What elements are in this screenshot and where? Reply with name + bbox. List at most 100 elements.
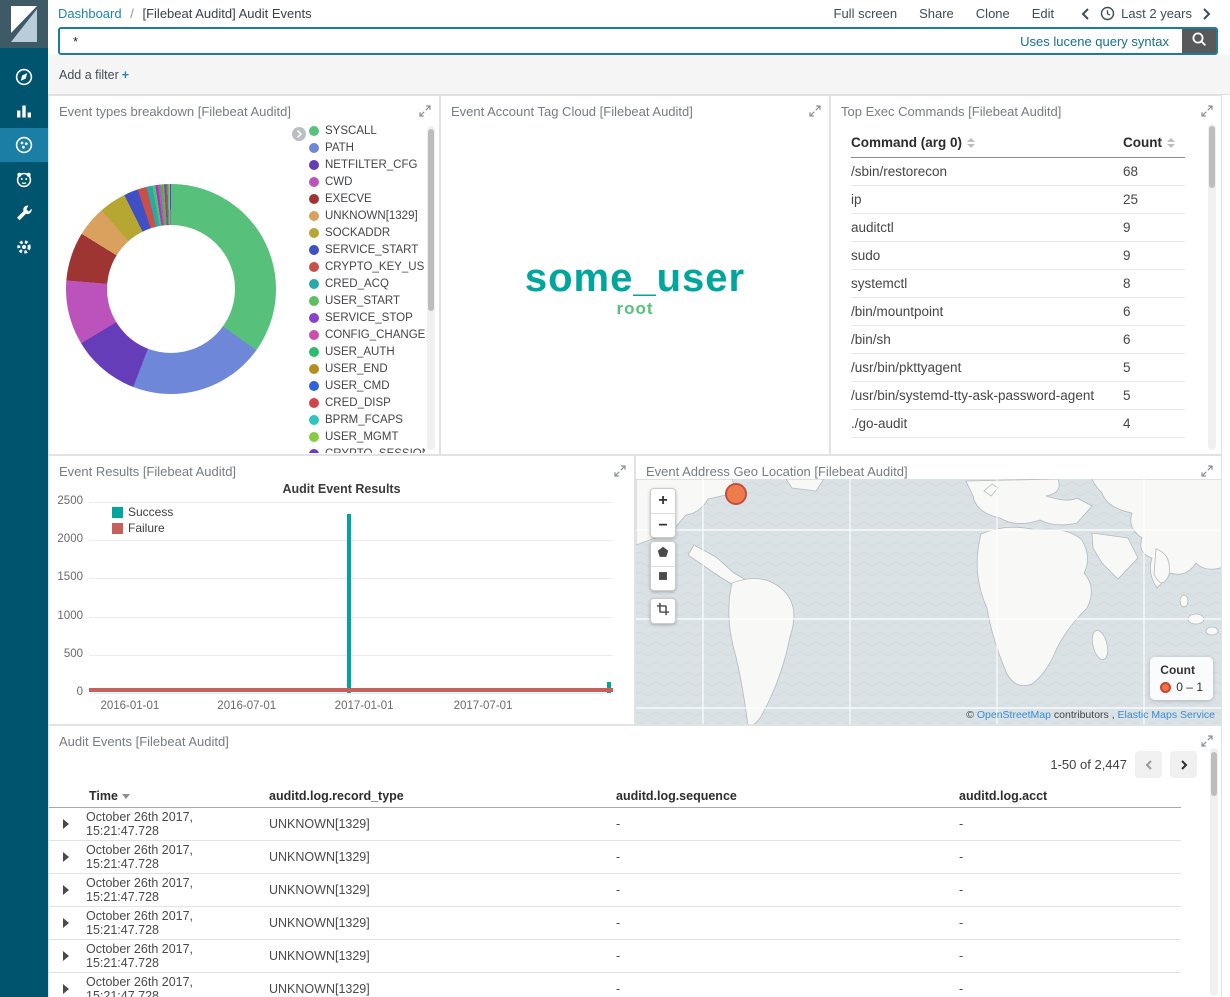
table-row[interactable]: October 26th 2017, 15:21:47.728UNKNOWN[1… [49,940,1181,973]
table-row[interactable]: /sbin/restorecon68 [851,158,1185,186]
expand-row-icon[interactable] [63,918,69,928]
legend-item[interactable]: CRED_DISP [309,394,425,411]
time-forward-button[interactable] [1198,7,1216,21]
sidebar-item-discover[interactable] [0,60,48,94]
tag-root[interactable]: root [441,299,829,319]
legend-item[interactable]: SOCKADDR [309,224,425,241]
draw-rectangle-button[interactable] [651,566,675,590]
table-scrollbar-thumb[interactable] [1209,126,1215,188]
draw-polygon-button[interactable] [651,542,675,566]
edit-button[interactable]: Edit [1032,6,1054,21]
zoom-out-button[interactable]: − [651,513,675,537]
time-back-button[interactable] [1076,7,1094,21]
clone-button[interactable]: Clone [976,6,1010,21]
legend-item[interactable]: CONFIG_CHANGE [309,326,425,343]
count-cell: 4 [1123,416,1185,431]
table-row[interactable]: October 26th 2017, 15:21:47.728UNKNOWN[1… [49,907,1181,940]
prev-page-button[interactable] [1135,751,1162,778]
filter-bar: Add a filter+ [48,55,1230,95]
share-button[interactable]: Share [919,6,954,21]
expand-panel-icon[interactable] [1201,104,1213,122]
column-acct[interactable]: auditd.log.acct [959,789,1181,803]
legend-item[interactable]: USER_MGMT [309,428,425,445]
legend-toggle-icon[interactable] [291,126,307,147]
table-row[interactable]: ip25 [851,186,1185,214]
expand-row-icon[interactable] [63,984,69,994]
query-input[interactable]: * [60,29,1020,53]
table-row[interactable]: ./go-audit4 [851,410,1185,438]
sidebar-item-dashboard[interactable] [0,128,48,162]
expand-row-icon[interactable] [63,819,69,829]
legend-item[interactable]: UNKNOWN[1329] [309,207,425,224]
sequence-cell: - [616,982,959,996]
kibana-logo-icon[interactable] [0,0,48,48]
zoom-in-button[interactable]: + [651,489,675,513]
expand-panel-icon[interactable] [419,104,431,122]
expand-row-icon[interactable] [63,885,69,895]
search-button[interactable] [1182,29,1216,53]
geo-marker[interactable] [726,484,746,504]
sidebar-item-visualize[interactable] [0,94,48,128]
next-page-button[interactable] [1170,751,1197,778]
legend-item[interactable]: USER_END [309,360,425,377]
legend-item[interactable]: CRED_ACQ [309,275,425,292]
table-row[interactable]: /bin/sh6 [851,326,1185,354]
column-command[interactable]: Command (arg 0) [851,135,1123,150]
legend-item[interactable]: USER_AUTH [309,343,425,360]
legend-item[interactable]: CRYPTO_KEY_USER [309,258,425,275]
table-row[interactable]: sudo9 [851,242,1185,270]
expand-row-icon[interactable] [63,951,69,961]
table-row[interactable]: October 26th 2017, 15:21:47.728UNKNOWN[1… [49,841,1181,874]
legend-item[interactable]: USER_START [309,292,425,309]
sort-icon[interactable] [967,138,975,148]
bar-series-failure[interactable] [89,688,613,692]
table-row[interactable]: October 26th 2017, 15:21:47.728UNKNOWN[1… [49,874,1181,907]
table-row[interactable]: October 26th 2017, 15:21:47.728UNKNOWN[1… [49,808,1181,841]
table-row[interactable]: systemctl8 [851,270,1185,298]
legend-label: USER_AUTH [325,346,395,358]
record-type-cell: UNKNOWN[1329] [269,949,616,963]
sidebar-item-management[interactable] [0,230,48,264]
time-picker: Last 2 years [1076,6,1216,21]
column-count[interactable]: Count [1123,135,1185,150]
legend-item[interactable]: SERVICE_START [309,241,425,258]
legend-item-success[interactable]: Success [112,504,173,520]
tag-some-user[interactable]: some_user [441,256,829,301]
legend-item[interactable]: SYSCALL [309,122,425,139]
column-time[interactable]: Time [89,789,269,803]
expand-panel-icon[interactable] [614,464,626,482]
column-sequence[interactable]: auditd.log.sequence [616,789,959,803]
crop-button[interactable] [651,599,675,623]
donut-chart[interactable] [66,184,276,394]
legend-item[interactable]: BPRM_FCAPS [309,411,425,428]
legend-item[interactable]: SERVICE_STOP [309,309,425,326]
table-row[interactable]: /bin/mountpoint6 [851,298,1185,326]
column-record-type[interactable]: auditd.log.record_type [269,789,616,803]
sort-icon[interactable] [1167,138,1175,148]
legend-item[interactable]: CWD [309,173,425,190]
bar-success[interactable] [347,514,351,693]
legend-item[interactable]: USER_CMD [309,377,425,394]
breadcrumb-dashboard-link[interactable]: Dashboard [58,6,122,21]
elastic-maps-link[interactable]: Elastic Maps Service [1118,709,1215,721]
full-screen-button[interactable]: Full screen [834,6,898,21]
legend-scrollbar-thumb[interactable] [428,129,434,311]
table-scrollbar-thumb[interactable] [1211,752,1217,796]
expand-row-icon[interactable] [63,852,69,862]
lucene-syntax-link[interactable]: Uses lucene query syntax [1020,29,1182,53]
sidebar-item-dev-tools[interactable] [0,196,48,230]
table-row[interactable]: /usr/bin/pkttyagent5 [851,354,1185,382]
add-filter-button[interactable]: Add a filter+ [59,68,129,82]
legend-item[interactable]: PATH [309,139,425,156]
legend-item-failure[interactable]: Failure [112,520,173,536]
sidebar-item-timelion[interactable] [0,162,48,196]
table-row[interactable]: auditctl9 [851,214,1185,242]
world-map[interactable]: + − Count 0 – 1 [636,479,1221,724]
legend-item[interactable]: CRYPTO_SESSION [309,445,425,453]
time-range-button[interactable]: Last 2 years [1121,6,1192,21]
legend-item[interactable]: NETFILTER_CFG [309,156,425,173]
openstreetmap-link[interactable]: OpenStreetMap [977,709,1051,721]
table-row[interactable]: October 26th 2017, 15:21:47.728UNKNOWN[1… [49,973,1181,997]
legend-item[interactable]: EXECVE [309,190,425,207]
table-row[interactable]: /usr/bin/systemd-tty-ask-password-agent5 [851,382,1185,410]
